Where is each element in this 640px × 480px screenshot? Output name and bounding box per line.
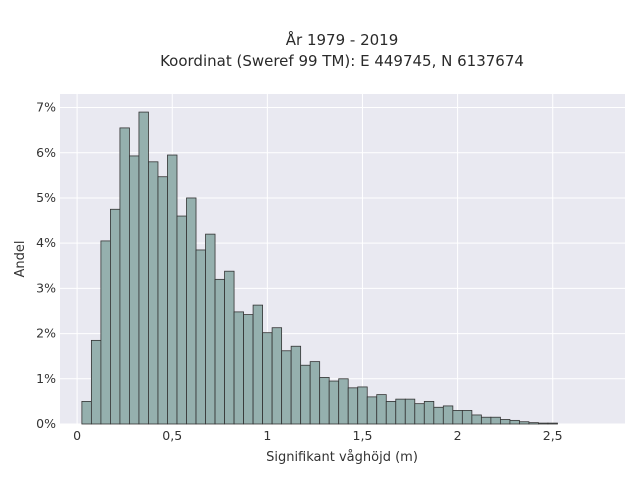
histogram-bar: [461, 410, 473, 425]
chart-title-line-2: Koordinat (Sweref 99 TM): E 449745, N 61…: [160, 52, 524, 70]
histogram-bar: [100, 240, 111, 425]
histogram-bar: [480, 416, 492, 425]
histogram-bar: [385, 400, 397, 425]
histogram-bar: [347, 387, 359, 425]
histogram-bar: [338, 378, 349, 425]
y-tick-label: 6%: [36, 145, 56, 160]
y-tick-label: 7%: [36, 100, 56, 115]
histogram-bar: [423, 400, 435, 425]
histogram-bar: [110, 208, 121, 425]
histogram-bar: [252, 304, 264, 425]
histogram-bar: [414, 403, 425, 425]
x-tick-label: 1: [263, 428, 271, 443]
histogram-bar: [538, 422, 549, 425]
histogram-bar: [433, 406, 444, 425]
histogram-bar: [547, 422, 558, 425]
histogram-bar: [300, 364, 311, 425]
histogram-bar: [271, 327, 283, 425]
y-axis-ticks: 0% 1% 2% 3% 4% 5% 6% 7%: [36, 100, 56, 431]
histogram-bar: [309, 361, 321, 425]
y-tick-label: 0%: [36, 416, 56, 431]
chart-title-line-1: År 1979 - 2019: [286, 30, 399, 49]
x-axis-ticks: 0 0,5 1 1,5 2 2,5: [73, 428, 563, 443]
histogram-bar: [186, 197, 197, 425]
histogram-bar: [357, 386, 368, 425]
histogram-bar: [129, 155, 140, 425]
histogram-bar: [205, 233, 216, 425]
histogram-bar: [499, 419, 511, 425]
y-axis-label: Andel: [13, 241, 28, 278]
histogram-bar: [442, 405, 454, 425]
histogram-bar: [233, 311, 244, 425]
histogram-bar: [262, 332, 273, 425]
histogram-bar: [148, 161, 159, 425]
histogram-bar: [119, 127, 130, 425]
histogram-bar: [214, 278, 225, 425]
histogram-bar: [167, 154, 178, 425]
histogram-bar: [176, 215, 187, 425]
histogram-bar: [290, 345, 302, 425]
histogram-bar: [195, 249, 206, 425]
histogram-bar: [243, 314, 254, 425]
y-tick-label: 4%: [36, 235, 56, 250]
y-tick-label: 2%: [36, 326, 56, 341]
histogram-bar: [157, 176, 168, 425]
histogram-bar: [519, 421, 530, 425]
x-tick-label: 2,5: [543, 428, 563, 443]
histogram-bar: [528, 422, 539, 425]
histogram-bar: [509, 419, 520, 425]
histogram-bar: [366, 396, 378, 425]
x-tick-label: 0: [73, 428, 81, 443]
y-tick-label: 1%: [36, 371, 56, 386]
histogram-bar: [395, 398, 406, 425]
histogram-bar: [319, 377, 330, 425]
histogram-bar: [81, 400, 92, 425]
histogram-bar: [490, 416, 501, 425]
histogram-bar: [404, 398, 416, 425]
histogram-bars: [81, 111, 558, 425]
x-tick-label: 2: [454, 428, 462, 443]
x-axis-label: Signifikant våghöjd (m): [266, 450, 418, 465]
histogram-bar: [281, 350, 292, 425]
histogram-bar: [452, 410, 463, 425]
histogram-bar: [224, 270, 235, 425]
histogram-bar: [90, 339, 102, 425]
histogram-bar: [471, 414, 482, 425]
histogram-bar: [138, 111, 149, 425]
y-tick-label: 5%: [36, 190, 56, 205]
y-tick-label: 3%: [36, 280, 56, 295]
x-tick-label: 1,5: [353, 428, 373, 443]
histogram-bar: [328, 380, 340, 425]
x-tick-label: 0,5: [162, 428, 182, 443]
histogram-bar: [376, 394, 387, 425]
